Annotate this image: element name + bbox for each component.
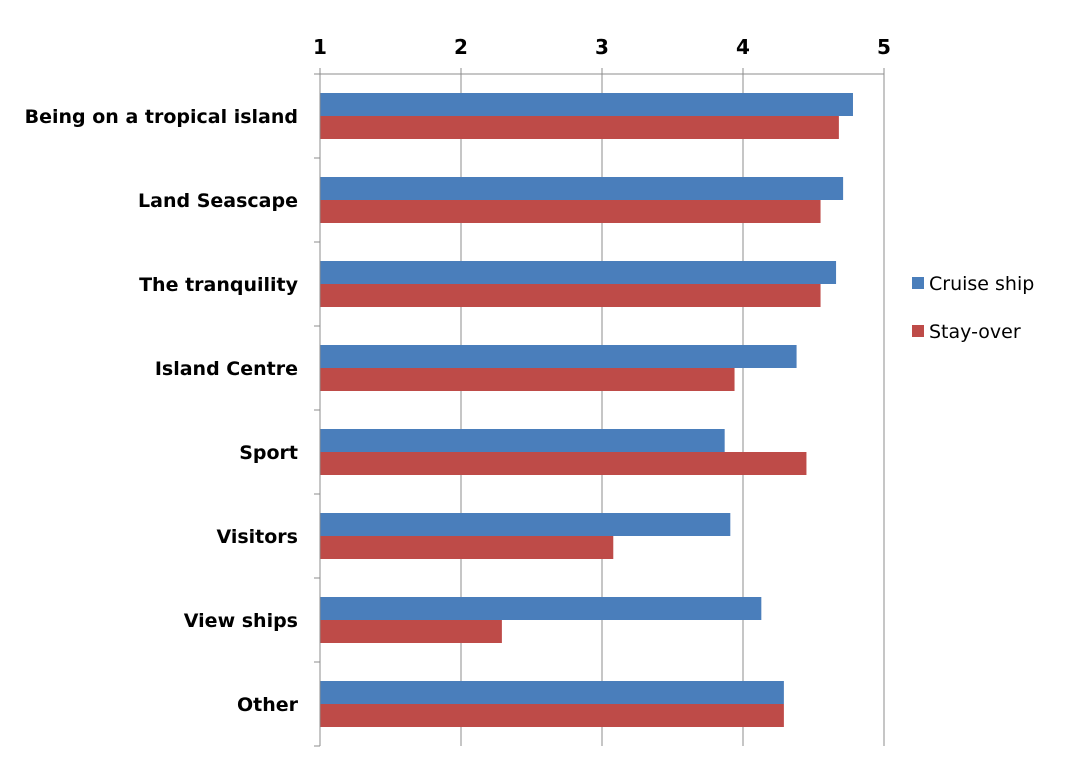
category-label: Land Seascape [138, 190, 298, 212]
x-tick-label-1: 1 [313, 35, 327, 59]
bar-cruise-ship-2 [320, 261, 837, 284]
category-label: Sport [239, 442, 298, 464]
x-tick-label-5: 5 [877, 35, 891, 59]
legend-swatch-cruise-ship [912, 277, 924, 289]
x-tick-label-4: 4 [736, 35, 750, 59]
bar-stay-over-5 [320, 536, 614, 559]
category-label: Visitors [216, 526, 298, 548]
bar-stay-over-1 [320, 200, 821, 223]
bar-cruise-ship-3 [320, 345, 797, 368]
bar-cruise-ship-7 [320, 681, 784, 704]
bar-stay-over-3 [320, 368, 735, 391]
category-label: Other [237, 694, 299, 716]
category-label: Island Centre [155, 358, 298, 380]
bar-cruise-ship-4 [320, 429, 725, 452]
legend-swatch-stay-over [912, 325, 924, 337]
bars [320, 93, 853, 727]
gridlines [460, 74, 885, 746]
legend-label-cruise-ship: Cruise ship [929, 273, 1034, 295]
x-tick-label-3: 3 [595, 35, 609, 59]
bar-stay-over-2 [320, 284, 821, 307]
x-tick-labels: 1 2 3 4 5 [313, 35, 891, 59]
x-tick-label-2: 2 [454, 35, 468, 59]
legend-label-stay-over: Stay-over [929, 321, 1021, 343]
bar-stay-over-7 [320, 704, 784, 727]
bar-stay-over-6 [320, 620, 502, 643]
category-labels: Being on a tropical island Land Seascape T… [25, 106, 299, 716]
category-label: Being on a tropical island [25, 106, 298, 128]
bar-stay-over-0 [320, 116, 839, 139]
bar-cruise-ship-1 [320, 177, 844, 200]
axes [314, 68, 885, 747]
legend: Cruise ship Stay-over [912, 273, 1034, 343]
bar-cruise-ship-0 [320, 93, 853, 116]
bar-cruise-ship-6 [320, 597, 762, 620]
bar-stay-over-4 [320, 452, 807, 475]
category-label: The tranquility [139, 274, 299, 296]
bar-cruise-ship-5 [320, 513, 731, 536]
category-label: View ships [184, 610, 298, 632]
